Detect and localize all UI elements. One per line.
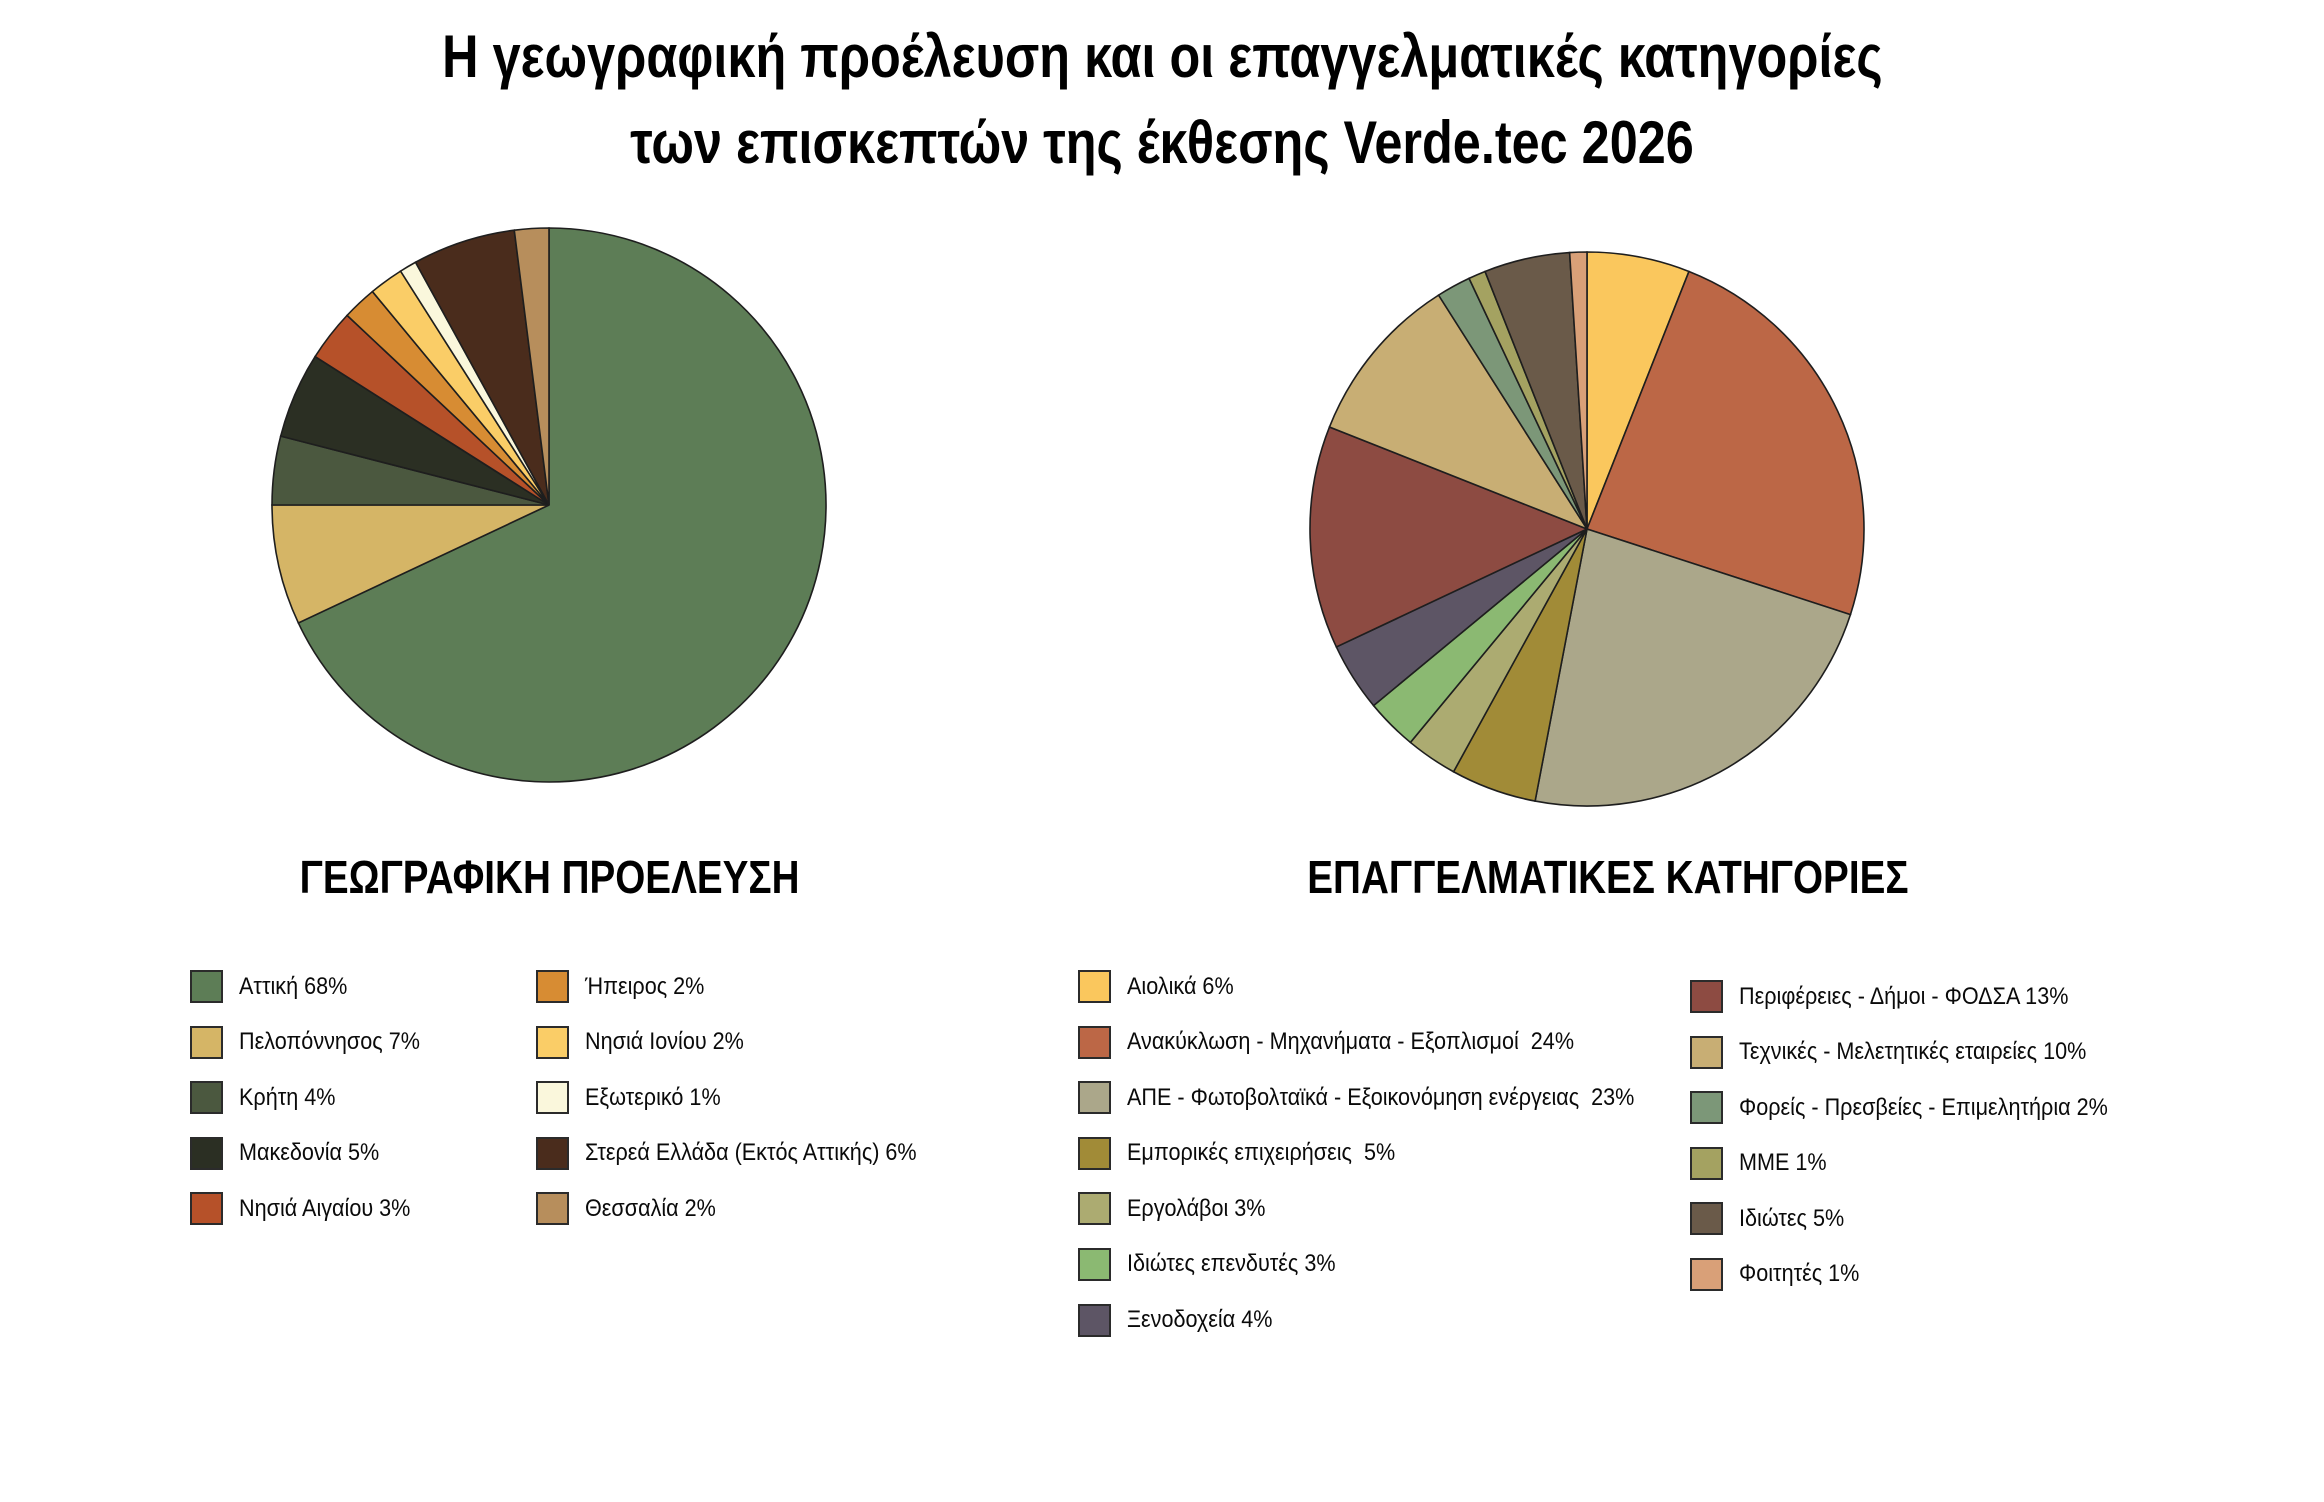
legend-item-Αιολικά: Αιολικά 6% bbox=[1078, 970, 1691, 1003]
legend-swatch bbox=[1078, 1081, 1111, 1115]
legend-swatch bbox=[1078, 1303, 1111, 1337]
legend-label: Ήπειρος 2% bbox=[585, 972, 705, 1000]
legend-item-Ιδιώτες: Ιδιώτες 5% bbox=[1690, 1202, 2149, 1236]
legend-label: ΑΠΕ - Φωτοβολταϊκά - Εξοικονόμηση ενέργε… bbox=[1127, 1083, 1635, 1111]
legend-swatch bbox=[1690, 1202, 1723, 1236]
legend-swatch bbox=[1078, 970, 1111, 1003]
legend-label: Αττική 68% bbox=[239, 972, 348, 1000]
pie-slice-Περιφέρειες - Δήμοι - ΦΟΔΣΑ bbox=[1309, 425, 1590, 649]
pie-slice-Πελοπόννησος bbox=[271, 504, 550, 625]
legend-label: Στερεά Ελλάδα (Εκτός Αττικής) 6% bbox=[585, 1139, 917, 1167]
legend-item-Εξωτερικό: Εξωτερικό 1% bbox=[536, 1081, 953, 1115]
legend-label: Ιδιώτες επενδυτές 3% bbox=[1127, 1250, 1336, 1278]
legend-label: Ιδιώτες 5% bbox=[1739, 1204, 1845, 1232]
legend-label: Εμπορικές επιχειρήσεις 5% bbox=[1127, 1139, 1396, 1167]
pie-slice-ΑΠΕ - Φωτοβολταϊκά - Εξοικονόμηση ενέργειας bbox=[1534, 527, 1852, 807]
legend-label: Αιολικά 6% bbox=[1127, 972, 1234, 1000]
legend-swatch bbox=[1690, 1091, 1723, 1125]
legend-item-Ιδιώτες επενδυτές: Ιδιώτες επενδυτές 3% bbox=[1078, 1247, 1691, 1281]
legend-swatch bbox=[1078, 1136, 1111, 1170]
categories-pie-chart bbox=[1309, 251, 1865, 807]
pie-slice-Αττική bbox=[297, 227, 827, 783]
legend-swatch bbox=[1690, 1257, 1723, 1291]
legend-swatch bbox=[1078, 1192, 1111, 1226]
legend-item-Περιφέρειες - Δήμοι - ΦΟΔΣΑ: Περιφέρειες - Δήμοι - ΦΟΔΣΑ 13% bbox=[1690, 980, 2149, 1013]
pie-slice-Τεχνικές - Μελετητικές εταιρείες bbox=[1328, 294, 1589, 531]
legend-swatch bbox=[1690, 980, 1723, 1013]
legend-item-Φοιτητές: Φοιτητές 1% bbox=[1690, 1257, 2149, 1291]
categories-legend-column-1: Αιολικά 6% Ανακύκλωση - Μηχανήματα - Εξοπ… bbox=[1078, 970, 1691, 1359]
legend-swatch bbox=[536, 1192, 569, 1226]
legend-item-Φορείς - Πρεσβείες - Επιμελητήρια: Φορείς - Πρεσβείες - Επιμελητήρια 2% bbox=[1690, 1091, 2149, 1125]
legend-swatch bbox=[190, 1136, 223, 1170]
legend-swatch bbox=[536, 970, 569, 1003]
legend-label: Περιφέρειες - Δήμοι - ΦΟΔΣΑ 13% bbox=[1739, 982, 2069, 1010]
legend-item-ΜΜΕ: ΜΜΕ 1% bbox=[1690, 1146, 2149, 1180]
legend-item-Νησιά Ιονίου: Νησιά Ιονίου 2% bbox=[536, 1025, 953, 1059]
legend-label: Ξενοδοχεία 4% bbox=[1127, 1306, 1273, 1334]
legend-item-Τεχνικές - Μελετητικές εταιρείες: Τεχνικές - Μελετητικές εταιρείες 10% bbox=[1690, 1035, 2149, 1069]
legend-swatch bbox=[536, 1081, 569, 1115]
legend-swatch bbox=[190, 1025, 223, 1059]
geography-legend-column-1: Αττική 68% Πελοπόννησος 7% Κρήτη 4% Μακεδον… bbox=[190, 970, 440, 1248]
legend-swatch bbox=[536, 1025, 569, 1059]
categories-legend-column-2: Περιφέρειες - Δήμοι - ΦΟΔΣΑ 13% Τεχνικές … bbox=[1690, 980, 2149, 1314]
pie-slice-Φοιτητές bbox=[1568, 251, 1588, 530]
legend-label: Φορείς - Πρεσβείες - Επιμελητήρια 2% bbox=[1739, 1093, 2108, 1121]
legend-swatch bbox=[1078, 1247, 1111, 1281]
legend-swatch bbox=[1690, 1035, 1723, 1069]
geography-heading: ΓΕΩΓΡΑΦΙΚΗ ΠΡΟΕΛΕΥΣΗ bbox=[300, 851, 800, 903]
legend-label: Κρήτη 4% bbox=[239, 1083, 336, 1111]
legend-swatch bbox=[190, 970, 223, 1003]
pie-slice-Ανακύκλωση - Μηχανήματα - Εξοπλισμοί bbox=[1585, 270, 1865, 616]
legend-item-Εμπορικές επιχειρήσεις: Εμπορικές επιχειρήσεις 5% bbox=[1078, 1136, 1691, 1170]
legend-item-Ξενοδοχεία: Ξενοδοχεία 4% bbox=[1078, 1303, 1691, 1337]
legend-item-Αττική: Αττική 68% bbox=[190, 970, 440, 1003]
legend-label: ΜΜΕ 1% bbox=[1739, 1149, 1827, 1177]
legend-item-Πελοπόννησος: Πελοπόννησος 7% bbox=[190, 1025, 440, 1059]
categories-heading: ΕΠΑΓΓΕΛΜΑΤΙΚΕΣ ΚΑΤΗΓΟΡΙΕΣ bbox=[1307, 851, 1909, 903]
legend-item-Ανακύκλωση - Μηχανήματα - Εξοπλισμοί: Ανακύκλωση - Μηχανήματα - Εξοπλισμοί 24% bbox=[1078, 1025, 1691, 1059]
legend-swatch bbox=[1078, 1025, 1111, 1059]
legend-item-Στερεά Ελλάδα (Εκτός Αττικής): Στερεά Ελλάδα (Εκτός Αττικής) 6% bbox=[536, 1136, 953, 1170]
legend-item-Κρήτη: Κρήτη 4% bbox=[190, 1081, 440, 1115]
legend-item-Εργολάβοι: Εργολάβοι 3% bbox=[1078, 1192, 1691, 1226]
pie-slice-Θεσσαλία bbox=[513, 227, 550, 506]
legend-label: Μακεδονία 5% bbox=[239, 1139, 380, 1167]
legend-item-Ήπειρος: Ήπειρος 2% bbox=[536, 970, 953, 1003]
legend-label: Νησιά Ιονίου 2% bbox=[585, 1028, 744, 1056]
legend-item-Νησιά Αιγαίου: Νησιά Αιγαίου 3% bbox=[190, 1192, 440, 1226]
main-title: Η γεωγραφική προέλευση και οι επαγγελματ… bbox=[0, 14, 2324, 186]
legend-label: Θεσσαλία 2% bbox=[585, 1194, 716, 1222]
legend-item-ΑΠΕ - Φωτοβολταϊκά - Εξοικονόμηση ενέργειας: ΑΠΕ - Φωτοβολταϊκά - Εξοικονόμηση ενέργε… bbox=[1078, 1081, 1691, 1115]
legend-label: Πελοπόννησος 7% bbox=[239, 1028, 420, 1056]
legend-label: Ανακύκλωση - Μηχανήματα - Εξοπλισμοί 24% bbox=[1127, 1028, 1575, 1056]
legend-label: Φοιτητές 1% bbox=[1739, 1260, 1860, 1288]
legend-swatch bbox=[190, 1192, 223, 1226]
legend-label: Τεχνικές - Μελετητικές εταιρείες 10% bbox=[1739, 1038, 2087, 1066]
legend-label: Εργολάβοι 3% bbox=[1127, 1194, 1266, 1222]
main-title-line1: Η γεωγραφική προέλευση και οι επαγγελματ… bbox=[441, 23, 1883, 90]
legend-swatch bbox=[536, 1136, 569, 1170]
legend-label: Εξωτερικό 1% bbox=[585, 1083, 721, 1111]
legend-label: Νησιά Αιγαίου 3% bbox=[239, 1194, 411, 1222]
legend-swatch bbox=[190, 1081, 223, 1115]
legend-swatch bbox=[1690, 1146, 1723, 1180]
geography-pie-chart bbox=[271, 227, 827, 783]
main-title-line2: των επισκεπτών της έκθεσης Verde.tec 202… bbox=[630, 109, 1694, 176]
legend-item-Θεσσαλία: Θεσσαλία 2% bbox=[536, 1192, 953, 1226]
legend-item-Μακεδονία: Μακεδονία 5% bbox=[190, 1136, 440, 1170]
geography-legend-column-2: Ήπειρος 2% Νησιά Ιονίου 2% Εξωτερικό 1% Στε… bbox=[536, 970, 953, 1248]
